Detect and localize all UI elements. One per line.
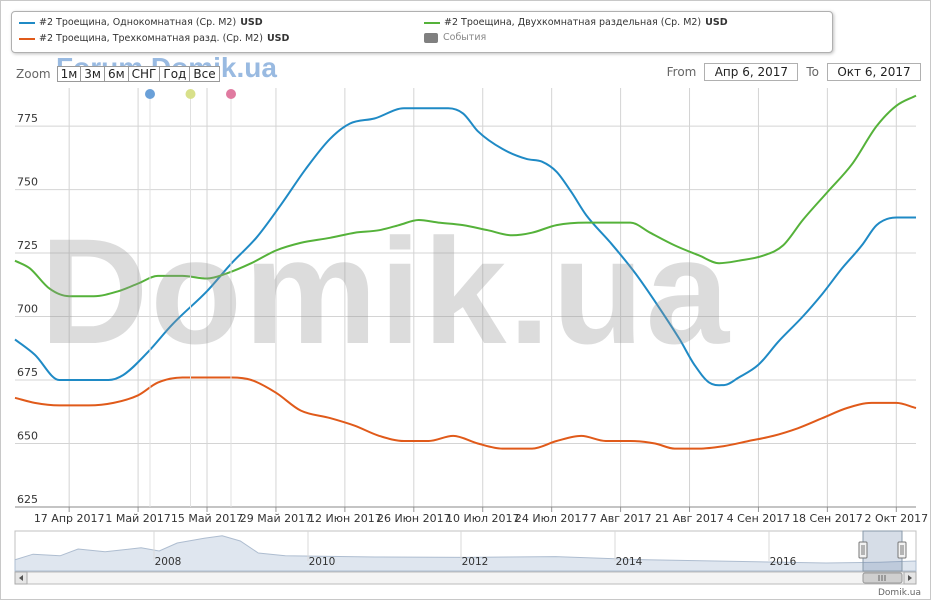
- zoom-button-1m[interactable]: 1м: [56, 66, 82, 82]
- legend-unit-series-2: USD: [705, 17, 728, 28]
- legend-swatch-series-1: [19, 21, 35, 24]
- from-date-input[interactable]: [704, 63, 799, 81]
- x-tick-label: 2 Окт 2017: [864, 512, 928, 525]
- legend-unit-series-3: USD: [266, 33, 290, 44]
- y-tick-label: 700: [17, 303, 38, 316]
- zoom-button-year[interactable]: Год: [159, 66, 191, 82]
- legend-swatch-series-2: [424, 21, 440, 24]
- zoom-button-all[interactable]: Все: [189, 66, 220, 82]
- event-flag-marker[interactable]: [145, 89, 155, 99]
- legend: #2 Троещина, Однокомнатная (Ср. М2) USD …: [11, 11, 833, 53]
- navigator-year-label: 2012: [462, 556, 489, 568]
- legend-swatch-events: [424, 32, 438, 43]
- legend-item-series-2[interactable]: #2 Троещина, Двухкомнатная раздельная (С…: [424, 17, 728, 28]
- x-tick-label: 7 Авг 2017: [590, 512, 652, 525]
- zoom-bar: Zoom 1м 3м 6м СНГ Год Все: [16, 65, 220, 83]
- series-line-1-room: [14, 107, 916, 387]
- y-tick-label: 650: [17, 430, 38, 443]
- navigator-scrollbar-track[interactable]: [14, 571, 917, 585]
- legend-item-events[interactable]: События: [424, 32, 486, 43]
- y-tick-label: 775: [17, 112, 38, 125]
- navigator-year-label: 2016: [770, 556, 797, 568]
- series-layer: [14, 94, 917, 450]
- legend-item-series-3[interactable]: #2 Троещина, Трехкомнатная разд. (Ср. М2…: [19, 33, 289, 44]
- y-tick-label: 675: [17, 366, 38, 379]
- navigator-year-label: 2008: [155, 556, 182, 568]
- legend-label-series-3: #2 Троещина, Трехкомнатная разд. (Ср. М2…: [39, 33, 263, 44]
- y-tick-label: 750: [17, 176, 38, 189]
- navigator-year-label: 2014: [616, 556, 643, 568]
- to-label: To: [806, 65, 819, 79]
- event-flag-marker[interactable]: [226, 89, 236, 99]
- x-tick-label: 1 Май 2017: [105, 512, 170, 525]
- legend-item-series-1[interactable]: #2 Троещина, Однокомнатная (Ср. М2) USD: [19, 17, 263, 28]
- flags-layer: [145, 89, 236, 507]
- x-tick-label: 15 Май 2017: [171, 512, 243, 525]
- y-tick-label: 725: [17, 239, 38, 252]
- legend-swatch-series-3: [19, 37, 35, 40]
- legend-unit-series-1: USD: [240, 17, 263, 28]
- navigator-series-area: [14, 535, 917, 572]
- y-tick-label: 625: [17, 493, 38, 506]
- zoom-button-3m[interactable]: 3м: [80, 66, 105, 82]
- zoom-button-6m[interactable]: 6м: [103, 66, 129, 82]
- series-line-2-room: [14, 94, 917, 298]
- chevron-left-icon: [19, 575, 23, 581]
- x-tick-label: 17 Апр 2017: [34, 512, 105, 525]
- zoom-button-ytd[interactable]: СНГ: [127, 66, 161, 82]
- x-tick-label: 29 Май 2017: [240, 512, 312, 525]
- navigator[interactable]: 2008 2010 2012 2014 2016: [14, 530, 917, 585]
- x-tick-label: 4 Сен 2017: [727, 512, 791, 525]
- zoom-label: Zoom: [16, 67, 51, 81]
- legend-label-events: События: [443, 32, 487, 43]
- navigator-year-label: 2010: [309, 556, 336, 568]
- from-label: From: [666, 65, 697, 79]
- credit-link[interactable]: Domik.ua: [878, 588, 921, 598]
- x-tick-label: 24 Июл 2017: [515, 512, 589, 525]
- series-line-3-room: [14, 376, 917, 450]
- x-tick-label: 18 Сен 2017: [792, 512, 863, 525]
- navigator-selected-range[interactable]: [862, 530, 903, 572]
- watermark-domik: Domik.ua: [40, 207, 732, 375]
- date-range-selector: From To: [659, 63, 921, 81]
- x-tick-label: 10 Июл 2017: [446, 512, 520, 525]
- x-tick-label: 21 Авг 2017: [655, 512, 724, 525]
- navigator-left-handle[interactable]: [858, 541, 868, 559]
- to-date-input[interactable]: [827, 63, 921, 81]
- x-tick-label: 26 Июн 2017: [377, 512, 451, 525]
- chevron-right-icon: [908, 575, 912, 581]
- navigator-right-handle[interactable]: [897, 541, 907, 559]
- x-tick-label: 12 Июн 2017: [308, 512, 382, 525]
- legend-label-series-1: #2 Троещина, Однокомнатная (Ср. М2): [39, 17, 237, 28]
- event-flag-marker[interactable]: [185, 89, 196, 99]
- legend-label-series-2: #2 Троещина, Двухкомнатная раздельная (С…: [444, 17, 702, 28]
